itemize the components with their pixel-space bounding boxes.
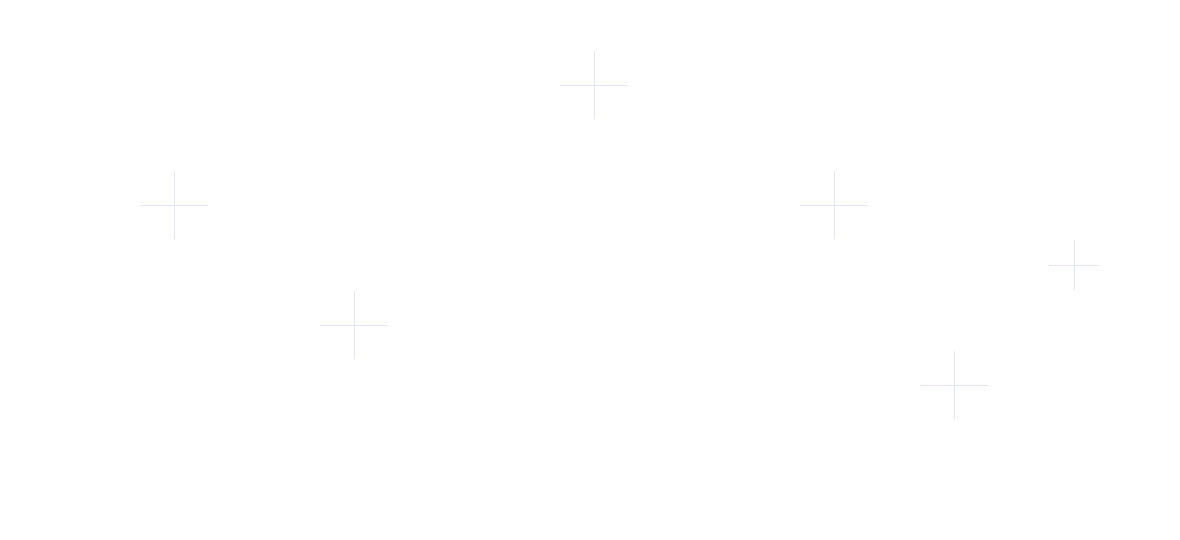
plus-icon xyxy=(800,171,868,239)
plus-icon xyxy=(560,51,628,119)
plus-icon xyxy=(320,291,388,359)
plus-icon xyxy=(140,171,208,239)
plus-icon xyxy=(1049,240,1099,290)
plus-icon xyxy=(920,351,988,419)
